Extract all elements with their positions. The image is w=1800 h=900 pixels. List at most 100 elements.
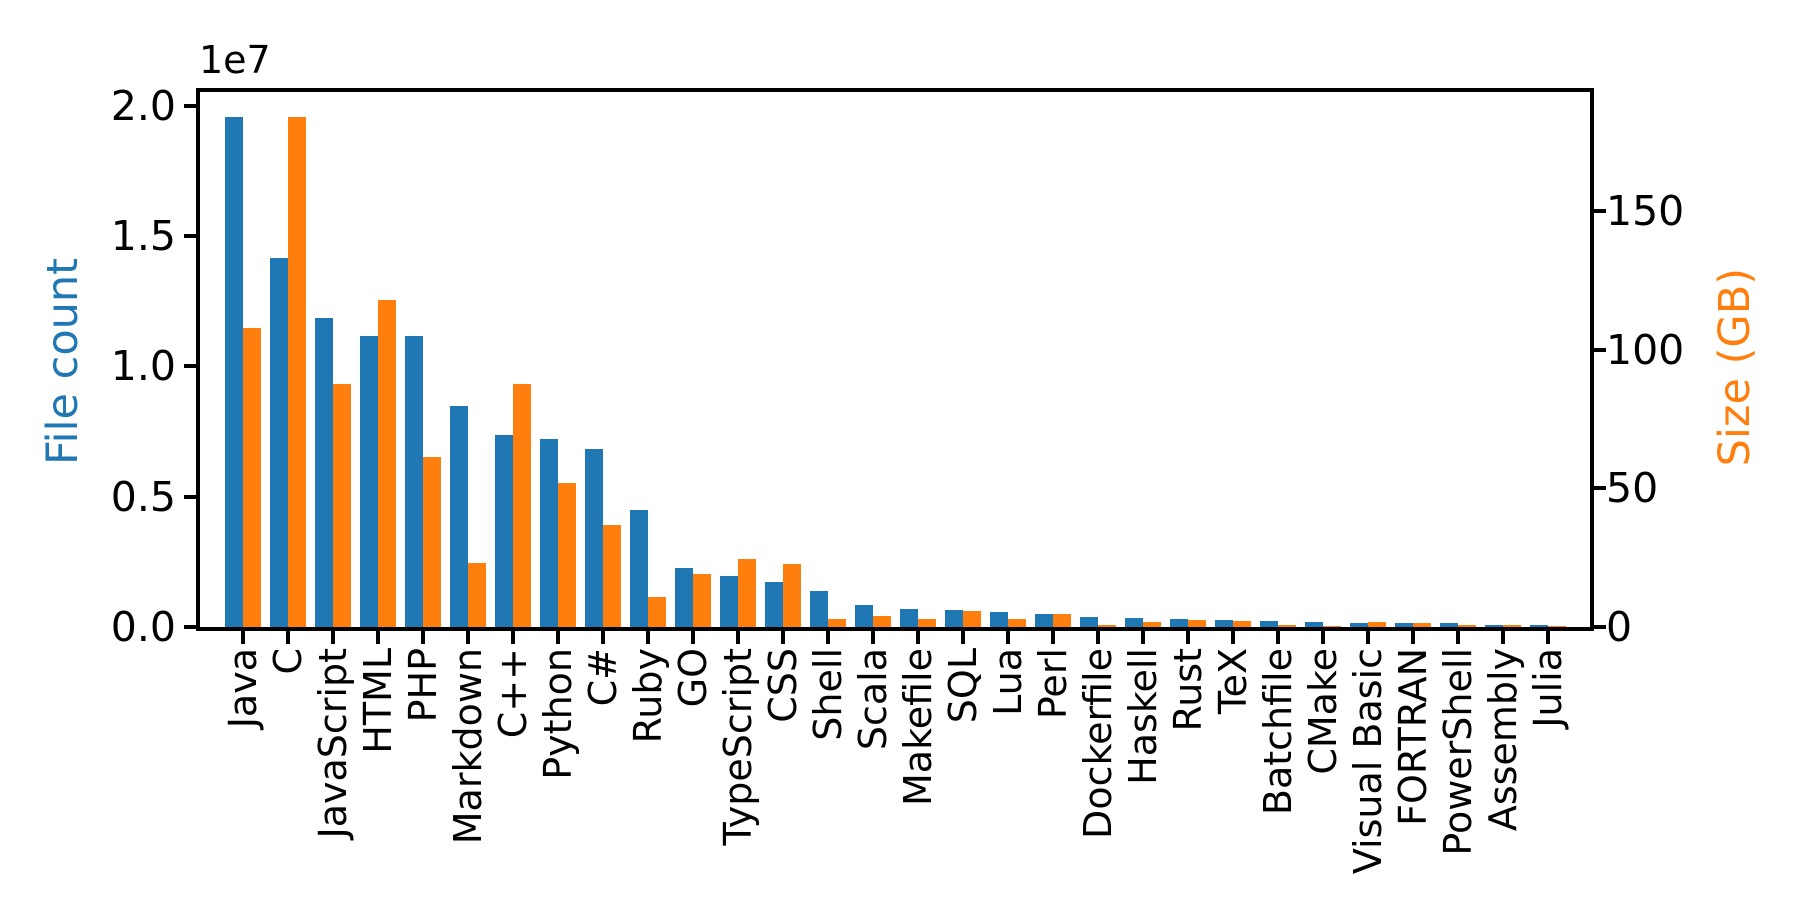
y-tick-label-right: 150 bbox=[1606, 187, 1685, 236]
x-tick-label: C bbox=[266, 648, 310, 675]
x-tick bbox=[286, 631, 290, 644]
plot-border-right bbox=[1590, 88, 1594, 631]
x-tick bbox=[601, 631, 605, 644]
x-tick bbox=[241, 631, 245, 644]
bar-file-count bbox=[315, 318, 333, 628]
bar-file-count bbox=[360, 335, 378, 628]
x-tick bbox=[376, 631, 380, 644]
bar-size-gb bbox=[558, 482, 576, 628]
x-tick-label: SQL bbox=[941, 648, 985, 724]
bar-file-count bbox=[765, 581, 783, 628]
x-tick-label: Java bbox=[221, 648, 265, 729]
bar-file-count bbox=[900, 609, 918, 628]
x-tick bbox=[1546, 631, 1550, 644]
y-tick-right bbox=[1594, 486, 1606, 491]
y-tick-label-right: 100 bbox=[1606, 325, 1685, 374]
x-tick bbox=[1231, 631, 1235, 644]
y-tick-label-right: 0 bbox=[1606, 603, 1633, 651]
x-tick-label: Makefile bbox=[896, 648, 940, 806]
y-tick-label-left: 0.5 bbox=[110, 472, 176, 521]
x-tick bbox=[331, 631, 335, 644]
x-tick bbox=[1366, 631, 1370, 644]
x-tick bbox=[1501, 631, 1505, 644]
x-tick-label: Assembly bbox=[1481, 648, 1525, 832]
x-tick bbox=[1141, 631, 1145, 644]
bar-file-count bbox=[630, 510, 648, 628]
x-tick bbox=[556, 631, 560, 644]
bar-size-gb bbox=[783, 564, 801, 628]
x-tick-label: CMake bbox=[1301, 648, 1345, 775]
y-tick-right bbox=[1594, 625, 1606, 629]
x-tick-label: FORTRAN bbox=[1391, 648, 1435, 826]
x-tick bbox=[961, 631, 965, 644]
x-tick-label: PowerShell bbox=[1436, 648, 1480, 856]
x-tick bbox=[781, 631, 785, 644]
x-tick bbox=[691, 631, 695, 644]
y-tick-left bbox=[184, 625, 196, 629]
x-tick bbox=[1456, 631, 1460, 644]
x-tick bbox=[1276, 631, 1280, 644]
bar-size-gb bbox=[963, 611, 981, 628]
y-tick-label-left: 1.5 bbox=[110, 212, 176, 261]
y-tick-left bbox=[184, 103, 196, 108]
bar-file-count bbox=[720, 576, 738, 628]
bar-file-count bbox=[675, 567, 693, 628]
x-tick bbox=[511, 631, 515, 644]
bar-size-gb bbox=[243, 328, 261, 628]
x-tick-label: Julia bbox=[1526, 648, 1570, 728]
y-tick-label-left: 0.0 bbox=[110, 603, 176, 651]
x-tick bbox=[466, 631, 470, 644]
x-tick bbox=[1096, 631, 1100, 644]
bar-file-count bbox=[855, 605, 873, 628]
right-axis-title: Size (GB) bbox=[1710, 268, 1760, 467]
bar-file-count bbox=[585, 449, 603, 628]
left-axis-offset-text: 1e7 bbox=[199, 38, 271, 82]
x-tick-label: Rust bbox=[1166, 648, 1210, 732]
bar-file-count bbox=[1035, 614, 1053, 628]
bar-size-gb bbox=[1053, 613, 1071, 628]
bar-size-gb bbox=[333, 383, 351, 628]
bar-file-count bbox=[540, 438, 558, 628]
bar-size-gb bbox=[603, 524, 621, 628]
x-tick-label: CSS bbox=[761, 648, 805, 723]
plot-border-top bbox=[196, 88, 1594, 92]
x-tick-label: Visual Basic bbox=[1346, 648, 1390, 875]
bar-file-count bbox=[990, 611, 1008, 628]
left-axis-title: File count bbox=[38, 258, 88, 465]
y-tick-label-left: 1.0 bbox=[110, 342, 176, 391]
bar-size-gb bbox=[693, 573, 711, 628]
x-tick bbox=[1411, 631, 1415, 644]
bar-file-count bbox=[270, 258, 288, 628]
x-tick-label: Shell bbox=[806, 648, 850, 741]
y-tick-label-left: 2.0 bbox=[110, 81, 176, 130]
x-tick bbox=[646, 631, 650, 644]
bar-size-gb bbox=[378, 299, 396, 628]
bar-size-gb bbox=[738, 558, 756, 628]
bar-file-count bbox=[450, 406, 468, 628]
bar-file-count bbox=[495, 434, 513, 628]
y-tick-left bbox=[184, 234, 196, 239]
x-tick-label: TeX bbox=[1211, 648, 1255, 715]
bar-file-count bbox=[945, 609, 963, 628]
x-tick-label: Lua bbox=[986, 648, 1030, 716]
bar-size-gb bbox=[648, 596, 666, 628]
y-tick-left bbox=[184, 494, 196, 499]
x-tick bbox=[1051, 631, 1055, 644]
x-tick-label: GO bbox=[671, 648, 715, 708]
x-tick-label: PHP bbox=[401, 648, 445, 723]
bar-size-gb bbox=[468, 563, 486, 628]
x-tick bbox=[871, 631, 875, 644]
x-tick bbox=[1186, 631, 1190, 644]
x-tick-label: C++ bbox=[491, 648, 535, 739]
bar-size-gb bbox=[513, 383, 531, 628]
y-tick-label-right: 50 bbox=[1606, 464, 1659, 513]
x-tick bbox=[1321, 631, 1325, 644]
y-tick-right bbox=[1594, 209, 1606, 214]
x-tick-label: Ruby bbox=[626, 648, 670, 744]
x-tick-label: Perl bbox=[1031, 648, 1075, 720]
plot-border-bottom bbox=[196, 627, 1594, 631]
x-tick bbox=[826, 631, 830, 644]
x-tick-label: C# bbox=[581, 648, 625, 707]
